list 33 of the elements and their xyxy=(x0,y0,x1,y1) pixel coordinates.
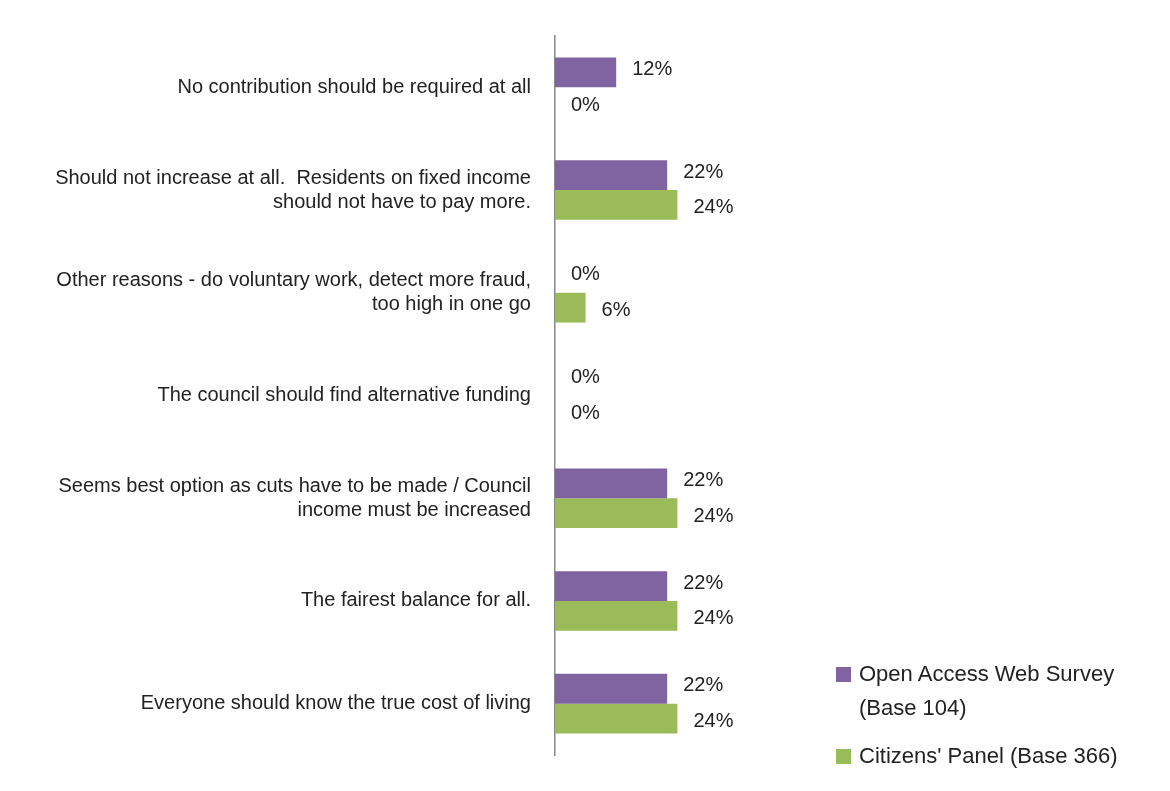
y-tick-label: Should not increase at all. Residents on fixed income should not have to pay more. xyxy=(55,165,531,212)
data-label: 22% xyxy=(683,570,724,593)
bar xyxy=(555,292,586,323)
y-tick-label: Everyone should know the true cost of living xyxy=(140,691,531,714)
data-label: 22% xyxy=(683,159,724,182)
legend-label: Citizens' Panel (Base 366) xyxy=(859,742,1118,770)
y-tick-label: Seems best option as cuts have to be made / Council income must be increased xyxy=(58,473,531,520)
bar xyxy=(555,190,678,220)
data-label: 0% xyxy=(571,92,601,115)
bar xyxy=(555,498,678,528)
data-label: 24% xyxy=(693,195,734,218)
data-label: 12% xyxy=(632,56,673,79)
bar xyxy=(555,673,668,704)
legend-label: Open Access Web Survey (Base 104) xyxy=(859,660,1116,722)
y-tick-label: No contribution should be required at all xyxy=(177,74,531,97)
bar xyxy=(555,57,617,88)
bar xyxy=(555,571,668,601)
bar xyxy=(555,468,668,499)
y-tick-label: The fairest balance for all. xyxy=(300,588,531,611)
data-label: 24% xyxy=(693,709,734,732)
data-label: 24% xyxy=(693,503,734,526)
data-label: 0% xyxy=(571,400,601,423)
data-label: 22% xyxy=(683,467,724,490)
data-label: 0% xyxy=(571,365,601,388)
y-tick-label: Other reasons - do voluntary work, detect more fraud, too high in one go xyxy=(56,268,531,315)
data-label: 22% xyxy=(683,673,724,696)
y-tick-label: The council should find alternative funding xyxy=(157,383,531,406)
bar xyxy=(555,160,668,191)
data-label: 24% xyxy=(693,606,734,629)
bar xyxy=(555,703,678,734)
bar xyxy=(555,600,678,631)
data-label: 0% xyxy=(571,262,601,285)
data-label: 6% xyxy=(601,298,631,321)
